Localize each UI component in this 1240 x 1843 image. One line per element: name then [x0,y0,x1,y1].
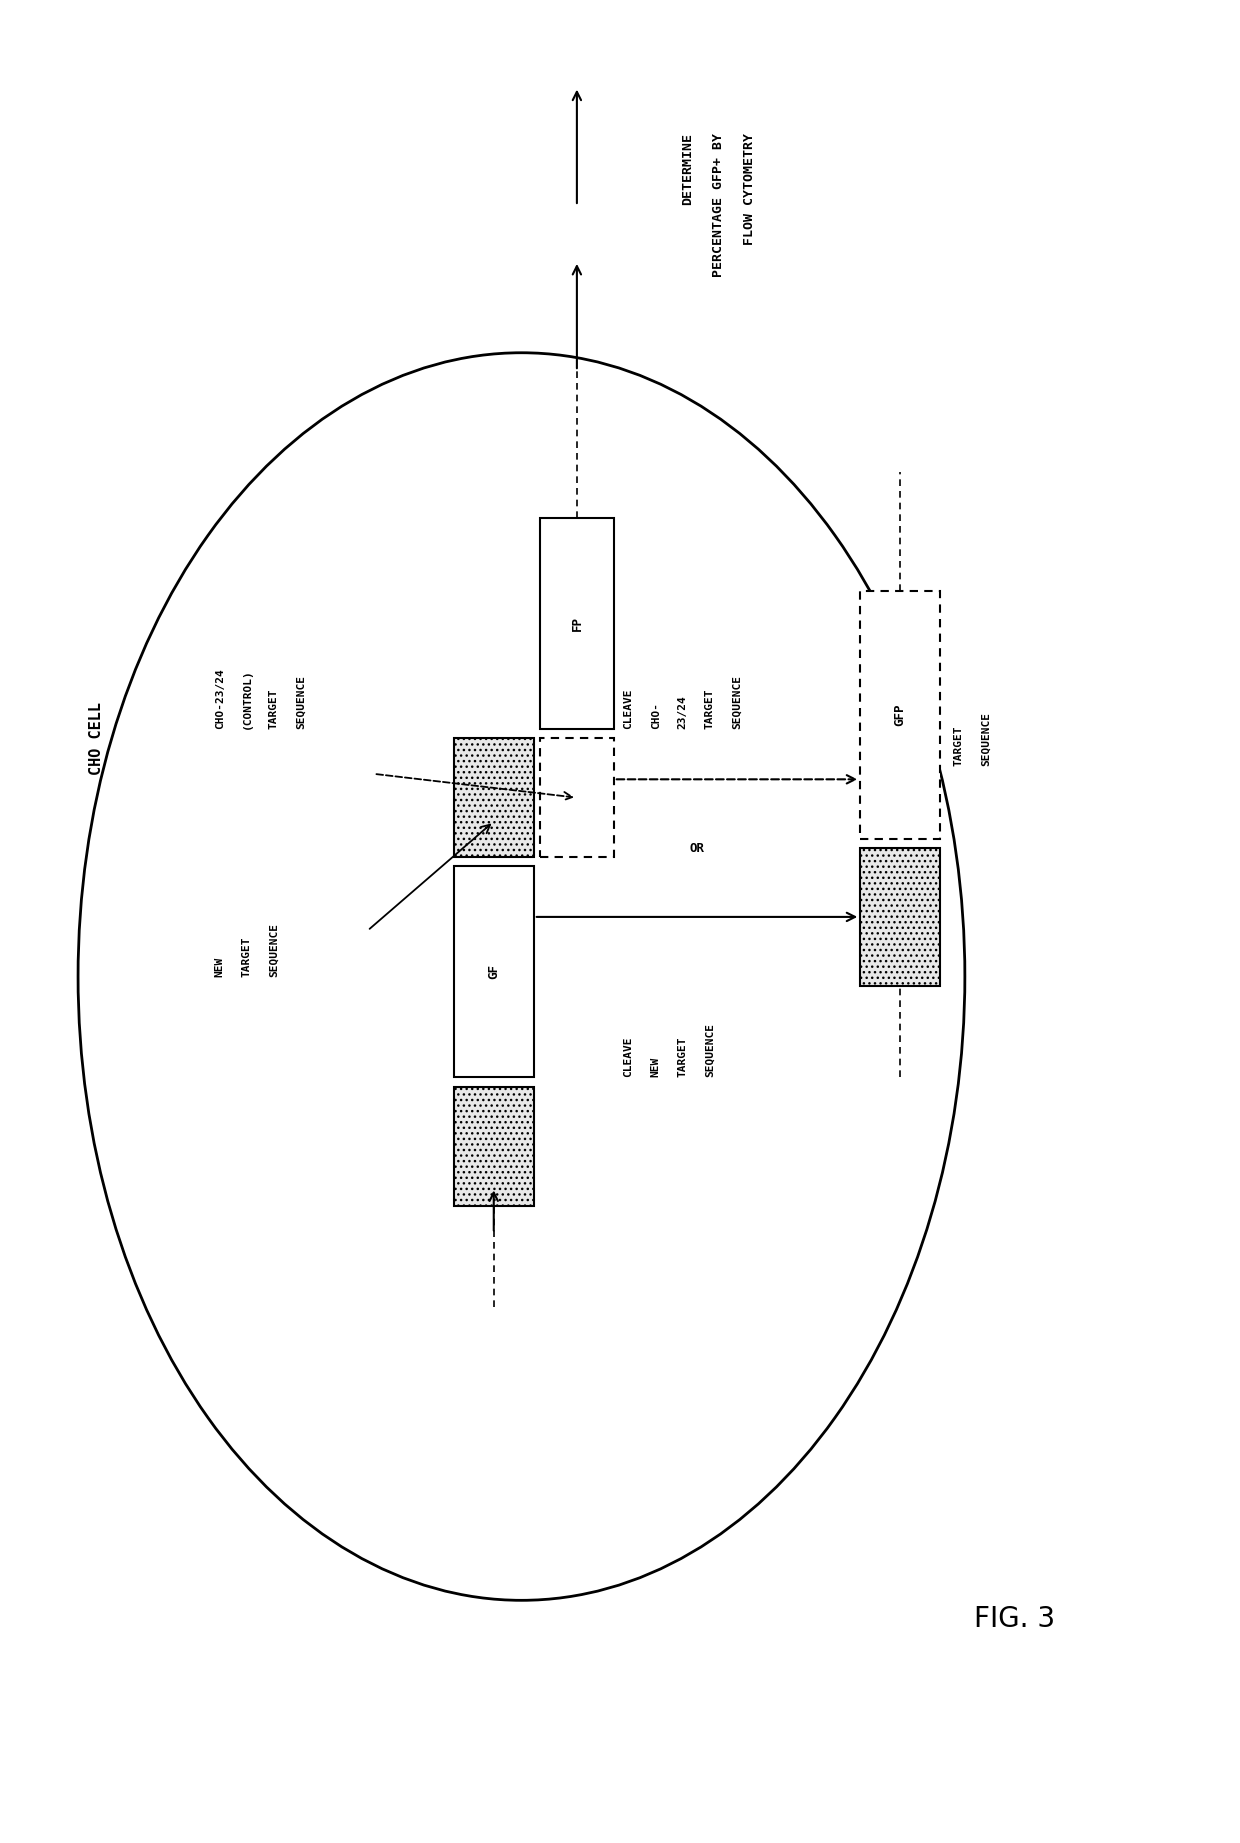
Text: (CONTROL): (CONTROL) [242,669,252,728]
Bar [539,518,614,728]
Text: TARGET: TARGET [242,936,252,977]
Bar [861,848,940,986]
Text: TARGET: TARGET [954,724,963,765]
Text: NEW: NEW [215,957,224,977]
Text: GF: GF [487,964,500,979]
Text: SEQUENCE: SEQUENCE [704,1023,715,1078]
Text: SEQUENCE: SEQUENCE [732,675,742,728]
Text: FIG. 3: FIG. 3 [973,1605,1055,1633]
Bar [539,737,614,857]
Text: SEQUENCE: SEQUENCE [296,675,306,728]
Text: CLEAVE: CLEAVE [624,1038,634,1078]
Text: OR: OR [689,842,704,855]
Text: PERCENTAGE GFP+ BY: PERCENTAGE GFP+ BY [712,133,725,276]
Bar [454,737,533,857]
Text: SEQUENCE: SEQUENCE [981,711,991,765]
Text: SEQUENCE: SEQUENCE [269,923,279,977]
Text: NEW: NEW [651,1058,661,1078]
Text: GFP: GFP [894,704,906,726]
Bar [861,592,940,839]
Text: CLEAVE: CLEAVE [624,687,634,728]
Text: 23/24: 23/24 [678,695,688,728]
Bar [454,866,533,1078]
Text: CHO-: CHO- [651,702,661,728]
Text: CHO-23/24: CHO-23/24 [215,669,224,728]
Text: FP: FP [570,616,583,630]
Text: TARGET: TARGET [704,687,715,728]
Text: CHO CELL: CHO CELL [89,702,104,774]
Text: TARGET: TARGET [678,1038,688,1078]
Text: TARGET: TARGET [269,687,279,728]
Bar [454,1087,533,1205]
Text: FLOW CYTOMETRY: FLOW CYTOMETRY [743,133,756,245]
Text: DETERMINE: DETERMINE [681,133,694,205]
